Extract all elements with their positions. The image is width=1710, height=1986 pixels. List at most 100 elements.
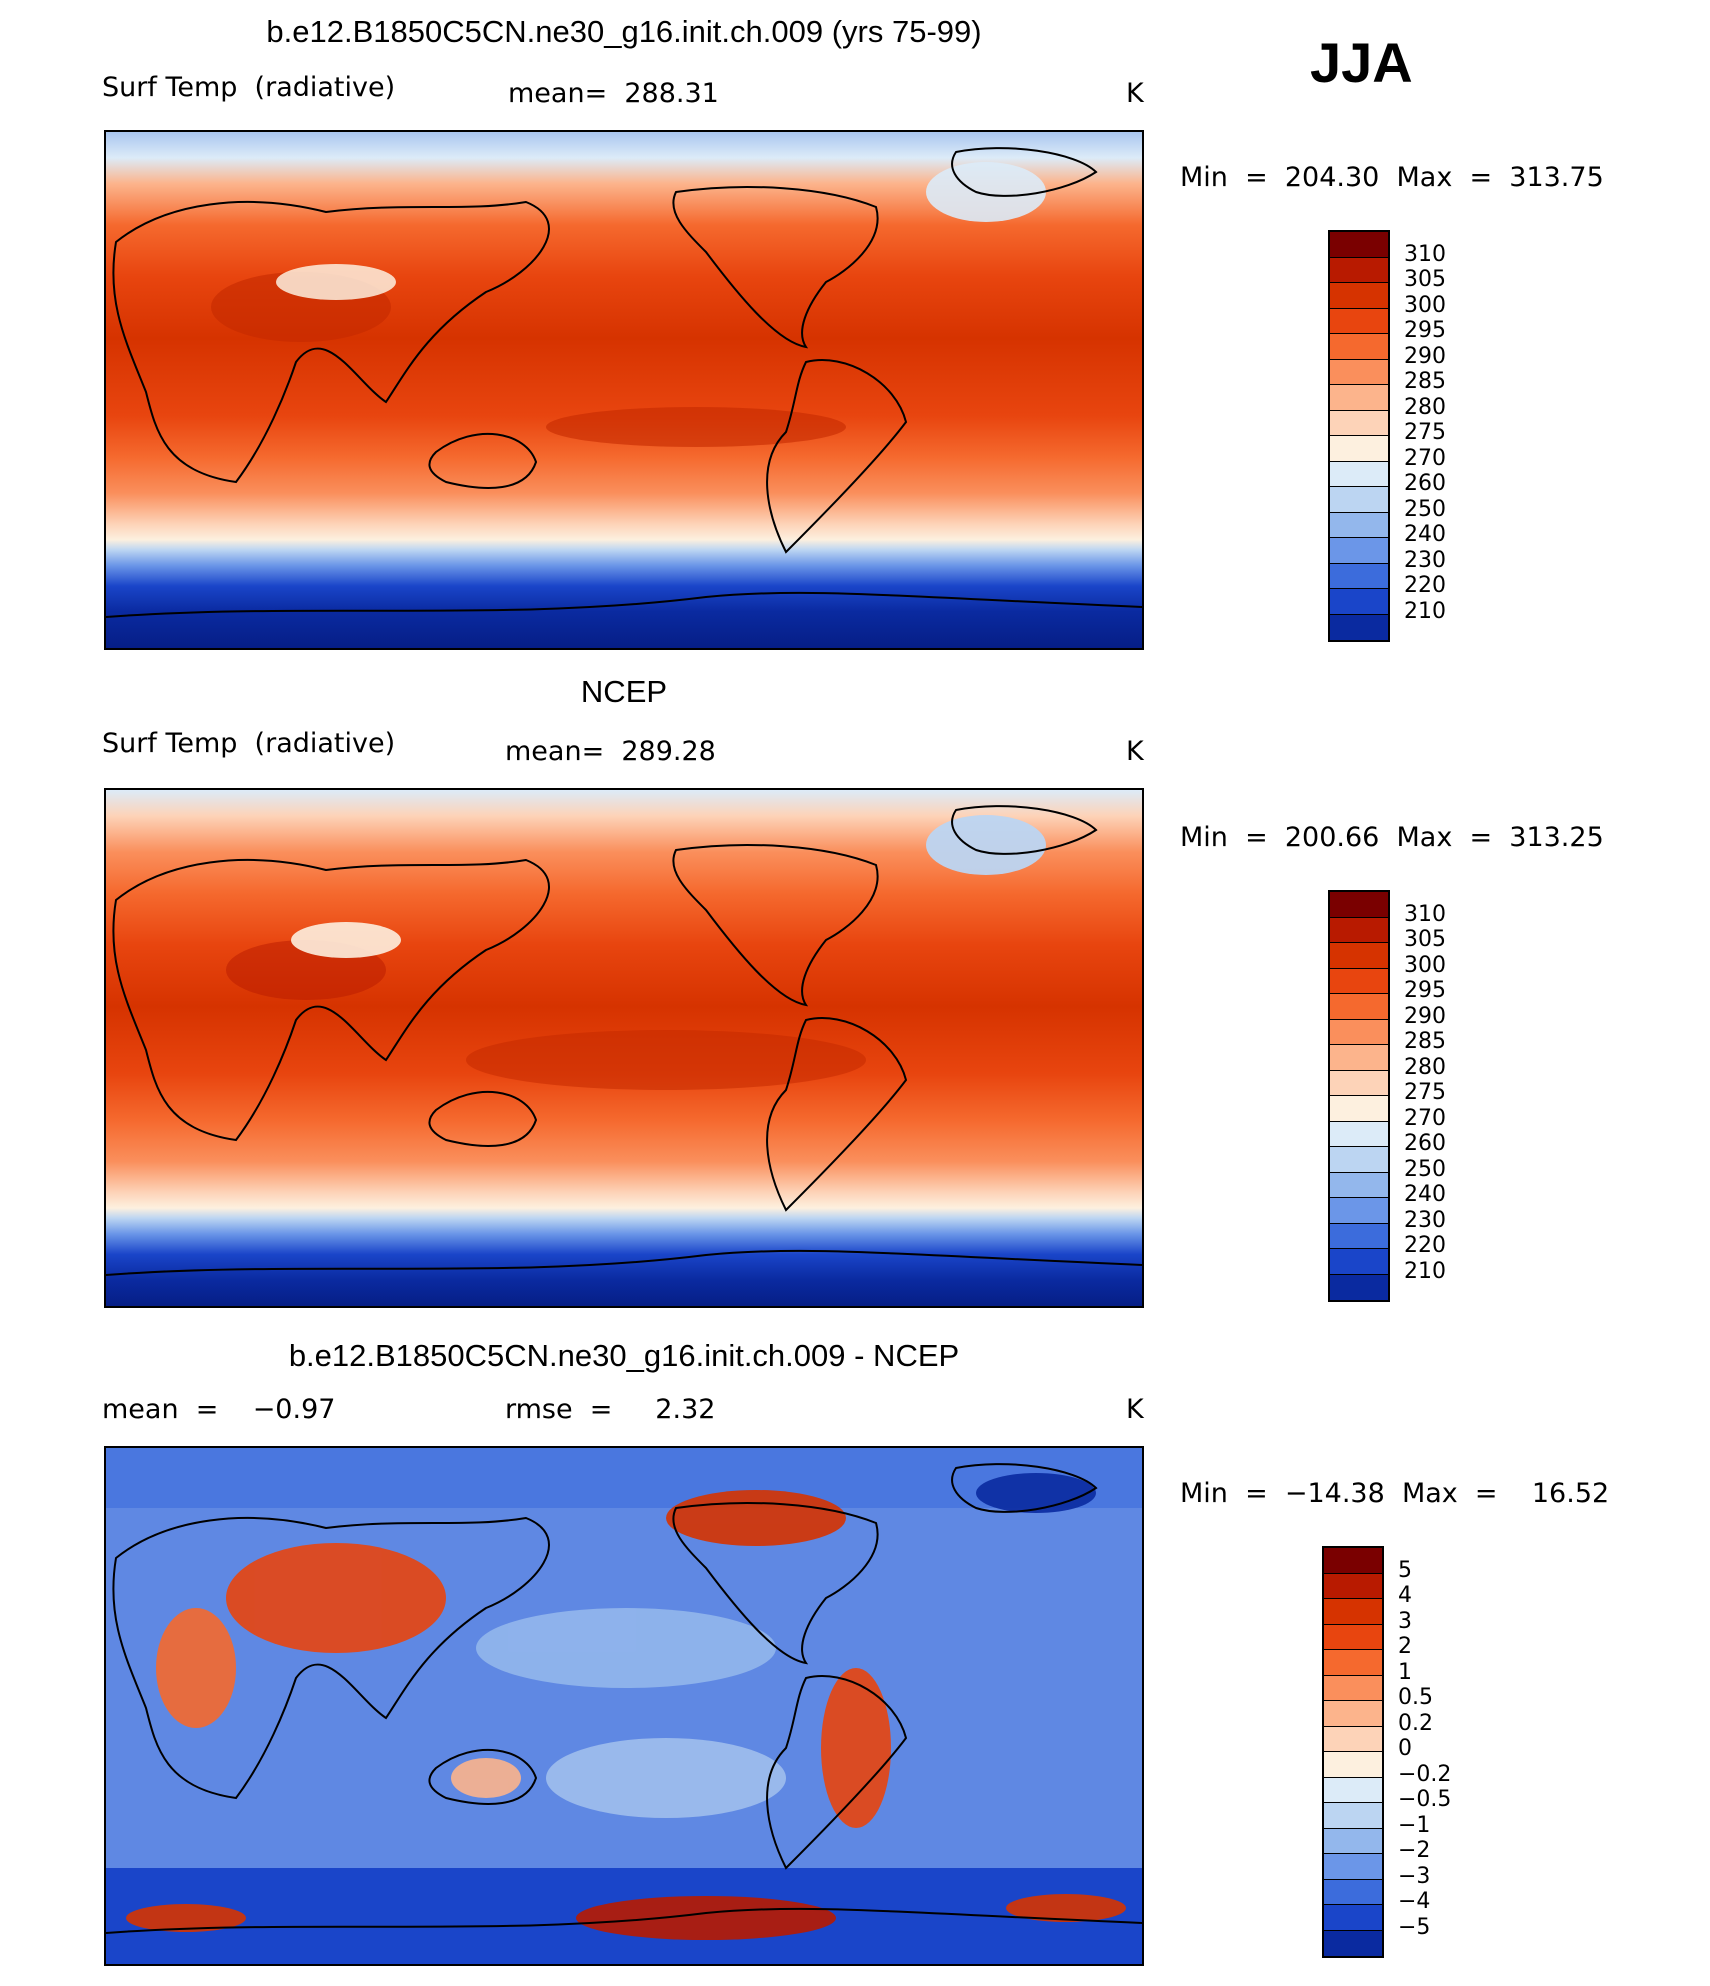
colorbar-tick-label: 230 [1404,547,1446,573]
colorbar-cell [1330,1070,1388,1096]
colorbar-tick-label: 290 [1404,1003,1446,1029]
panel2-title: NCEP [580,674,668,709]
panel3-mean-label: mean = −0.97 [102,1394,336,1425]
colorbar-tick-label: 260 [1404,1131,1446,1156]
panel3-title: b.e12.B1850C5CN.ne30_g16.init.ch.009 - N… [288,1338,960,1373]
colorbar-tick-label: −5 [1398,1914,1431,1940]
panel2-colorbar [1328,890,1390,1302]
colorbar-cell [1324,1752,1382,1778]
colorbar-cell [1330,994,1388,1020]
panel1-units-label: K [1126,78,1144,109]
season-label: JJA [1310,31,1413,94]
colorbar-cell [1330,1249,1388,1275]
panel1-variable-label: Surf Temp (radiative) [102,72,396,103]
colorbar-cell [1330,614,1388,640]
colorbar-cell [1324,1828,1382,1854]
colorbar-tick-label: 290 [1404,343,1446,369]
colorbar-tick-label: 280 [1404,1054,1446,1080]
colorbar-cell [1324,1675,1382,1701]
colorbar-tick-label: 1 [1398,1659,1412,1685]
colorbar-cell [1330,436,1388,462]
colorbar-cell [1330,943,1388,969]
colorbar-cell [1330,334,1388,360]
colorbar-tick-label: 230 [1404,1207,1446,1233]
colorbar-cell [1324,1548,1382,1574]
panel2-variable-label: Surf Temp (radiative) [102,728,396,759]
colorbar-tick-label: −4 [1398,1889,1431,1914]
colorbar-tick-label: 2 [1398,1634,1412,1659]
colorbar-cell [1330,968,1388,994]
panel2-units-label: K [1126,736,1144,767]
colorbar-cell [1330,1121,1388,1147]
colorbar-cell [1330,1147,1388,1173]
colorbar-tick-label: 270 [1404,1105,1446,1131]
colorbar-cell [1324,1879,1382,1905]
colorbar-tick-label: 4 [1398,1583,1412,1608]
colorbar-tick-label: −0.2 [1398,1761,1452,1787]
colorbar-tick-label: 285 [1404,1029,1446,1054]
panel2-minmax: Min = 200.66 Max = 313.25 [1180,822,1604,853]
colorbar-tick-label: 295 [1404,318,1446,343]
colorbar-cell [1330,359,1388,385]
colorbar-tick-label: 240 [1404,1182,1446,1207]
colorbar-cell [1330,1274,1388,1300]
colorbar-tick-label: 210 [1404,598,1446,624]
colorbar-cell [1324,1701,1382,1727]
colorbar-tick-label: 0.5 [1398,1685,1433,1710]
panel1-minmax: Min = 204.30 Max = 313.75 [1180,162,1604,193]
colorbar-tick-label: 305 [1404,267,1446,292]
colorbar-tick-label: 310 [1404,901,1446,927]
colorbar-tick-label: −3 [1398,1863,1431,1889]
colorbar-cell [1330,461,1388,487]
colorbar-cell [1324,1650,1382,1676]
colorbar-tick-label: 270 [1404,445,1446,471]
panel3-units-label: K [1126,1394,1144,1425]
colorbar-tick-label: 280 [1404,394,1446,420]
colorbar-cell [1330,512,1388,538]
colorbar-cell [1330,1198,1388,1224]
colorbar-tick-label: 240 [1404,522,1446,547]
colorbar-tick-label: 295 [1404,978,1446,1003]
panel1-colorbar [1328,230,1390,642]
colorbar-tick-label: 250 [1404,1156,1446,1182]
colorbar-tick-label: −0.5 [1398,1787,1452,1812]
colorbar-tick-label: 300 [1404,952,1446,978]
colorbar-cell [1330,1096,1388,1122]
colorbar-cell [1330,563,1388,589]
panel3-rmse-label: rmse = 2.32 [505,1394,716,1425]
colorbar-cell [1330,538,1388,564]
colorbar-tick-label: 0.2 [1398,1710,1433,1736]
colorbar-cell [1330,1019,1388,1045]
colorbar-cell [1324,1599,1382,1625]
colorbar-tick-label: 210 [1404,1258,1446,1284]
colorbar-cell [1330,1223,1388,1249]
colorbar-tick-label: 275 [1404,420,1446,445]
colorbar-cell [1324,1854,1382,1880]
colorbar-cell [1330,308,1388,334]
panel3-minmax: Min = −14.38 Max = 16.52 [1180,1478,1610,1509]
colorbar-cell [1324,1803,1382,1829]
panel1-title: b.e12.B1850C5CN.ne30_g16.init.ch.009 (yr… [266,14,982,49]
colorbar-tick-label: 285 [1404,369,1446,394]
colorbar-tick-label: 5 [1398,1557,1412,1583]
colorbar-cell [1324,1905,1382,1931]
colorbar-tick-label: 300 [1404,292,1446,318]
colorbar-tick-label: 220 [1404,573,1446,598]
colorbar-cell [1330,487,1388,513]
colorbar-tick-label: 310 [1404,241,1446,267]
colorbar-cell [1330,589,1388,615]
colorbar-tick-label: 250 [1404,496,1446,522]
panel3-map [104,1446,1144,1966]
colorbar-tick-label: 3 [1398,1608,1412,1634]
colorbar-tick-label: 220 [1404,1233,1446,1258]
panel2-mean-label: mean= 289.28 [505,736,716,767]
panel3-colorbar [1322,1546,1384,1958]
colorbar-cell [1330,1045,1388,1071]
colorbar-cell [1324,1726,1382,1752]
colorbar-cell [1330,385,1388,411]
colorbar-cell [1324,1930,1382,1956]
colorbar-tick-label: 0 [1398,1736,1412,1761]
colorbar-cell [1330,257,1388,283]
colorbar-cell [1330,232,1388,258]
colorbar-cell [1324,1624,1382,1650]
